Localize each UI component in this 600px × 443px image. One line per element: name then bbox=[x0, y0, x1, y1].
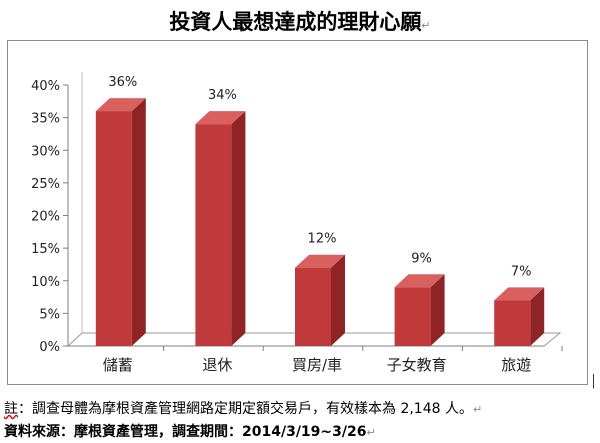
chart-frame bbox=[7, 40, 588, 385]
bar-top bbox=[295, 254, 345, 268]
footnote: 註：調查母體為摩根資產管理網路定期定額交易戶，有效樣本為 2,148 人。↵ bbox=[4, 398, 482, 418]
bar-side bbox=[131, 98, 146, 346]
bar-side bbox=[530, 287, 545, 346]
bar-top bbox=[95, 98, 146, 112]
bar-side bbox=[231, 111, 246, 347]
bar-top bbox=[195, 111, 246, 125]
category-label: 子女教育 bbox=[387, 356, 447, 374]
category-label: 旅遊 bbox=[501, 356, 531, 374]
bar bbox=[394, 287, 431, 346]
paragraph-mark-icon: ↵ bbox=[366, 426, 376, 439]
y-tick-label: 40% bbox=[31, 79, 60, 94]
bar-side bbox=[430, 274, 445, 346]
bar-top bbox=[394, 274, 445, 288]
y-tick-label: 15% bbox=[31, 242, 60, 257]
footnote-prefix: 註 bbox=[4, 401, 18, 417]
data-label: 9% bbox=[411, 251, 432, 266]
data-label: 34% bbox=[208, 88, 237, 103]
y-tick-label: 35% bbox=[31, 112, 60, 127]
footnote-text: ：調查母體為摩根資產管理網路定期定額交易戶，有效樣本為 2,148 人。 bbox=[18, 401, 473, 417]
y-tick-label: 10% bbox=[31, 275, 60, 290]
data-label: 7% bbox=[511, 264, 532, 279]
y-tick-label: 20% bbox=[31, 210, 60, 225]
bar bbox=[195, 124, 232, 347]
bar-top bbox=[494, 287, 545, 301]
data-label: 36% bbox=[108, 75, 137, 90]
bar-side bbox=[331, 254, 345, 346]
category-label: 儲蓄 bbox=[103, 356, 133, 374]
bar bbox=[95, 111, 132, 346]
chart-title-text: 投資人最想達成的理財心願 bbox=[169, 9, 422, 34]
y-tick-label: 5% bbox=[39, 307, 60, 322]
bar bbox=[494, 300, 531, 346]
data-source-text: 資料來源：摩根資產管理，調查期間：2014/3/19~3/26 bbox=[4, 424, 367, 440]
y-tick-label: 30% bbox=[31, 144, 60, 159]
y-tick-label: 25% bbox=[31, 177, 60, 192]
category-label: 退休 bbox=[202, 356, 232, 374]
category-label: 買房/車 bbox=[292, 356, 342, 374]
paragraph-mark-icon: ↵ bbox=[421, 20, 431, 32]
bar bbox=[295, 267, 331, 346]
data-source: 資料來源：摩根資產管理，調查期間：2014/3/19~3/26↵ bbox=[4, 421, 376, 441]
y-tick-label: 0% bbox=[39, 340, 60, 355]
cursor-bar-icon: | bbox=[592, 372, 596, 389]
chart-title: 投資人最想達成的理財心願↵ bbox=[0, 6, 600, 36]
data-label: 12% bbox=[308, 232, 337, 247]
paragraph-mark-icon: ↵ bbox=[472, 403, 483, 416]
